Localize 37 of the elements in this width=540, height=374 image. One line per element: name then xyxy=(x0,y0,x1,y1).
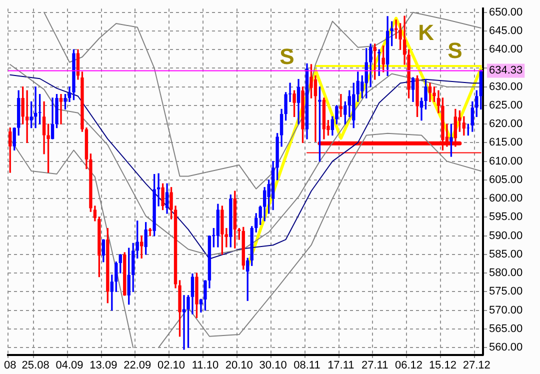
x-tick-label: 08 xyxy=(4,360,16,372)
x-tick-label: 25.08 xyxy=(22,360,50,372)
y-tick-label: 580.00 xyxy=(489,267,523,280)
x-tick-label: 08.11 xyxy=(294,360,320,372)
y-tick-label: 560.00 xyxy=(489,342,523,354)
x-tick-label: 20.10 xyxy=(225,360,253,372)
y-tick-label: 610.00 xyxy=(489,155,523,168)
x-tick-label: 13.09 xyxy=(90,360,118,372)
y-tick-label: 595.00 xyxy=(489,211,523,224)
y-tick-label: 650.00 xyxy=(489,6,523,18)
x-tick-label: 27.11 xyxy=(361,360,388,372)
y-tick-label: 575.00 xyxy=(489,286,523,298)
x-tick-label: 27.12 xyxy=(462,360,490,372)
x-tick-label: 11.10 xyxy=(192,360,219,372)
y-tick-label: 625.00 xyxy=(489,99,523,112)
y-tick-label: 585.00 xyxy=(489,248,523,260)
y-tick-label: 615.00 xyxy=(489,136,523,149)
annotation: K xyxy=(418,20,434,46)
x-tick-label: 22.09 xyxy=(124,360,152,372)
ref-line-label: 634.33 xyxy=(489,64,523,77)
y-tick-label: 645.00 xyxy=(489,24,523,37)
x-tick-label: 17.11 xyxy=(328,360,354,372)
y-tick-label: 565.00 xyxy=(489,322,523,335)
x-tick-label: 15.12 xyxy=(428,360,456,372)
x-tick-label: 30.10 xyxy=(259,360,287,372)
x-tick-label: 02.10 xyxy=(158,360,186,372)
x-tick-label: 06.12 xyxy=(395,360,423,372)
y-tick-label: 630.00 xyxy=(489,80,523,93)
annotation: S xyxy=(280,44,294,70)
y-tick-label: 620.00 xyxy=(489,118,523,130)
y-tick-label: 600.00 xyxy=(489,192,523,205)
y-tick-label: 590.00 xyxy=(489,230,523,242)
y-tick-label: 640.00 xyxy=(489,44,523,56)
y-tick-label: 570.00 xyxy=(489,304,523,316)
y-tick-label: 605.00 xyxy=(489,174,523,186)
annotation: S xyxy=(448,38,462,64)
x-tick-label: 04.09 xyxy=(56,360,84,372)
